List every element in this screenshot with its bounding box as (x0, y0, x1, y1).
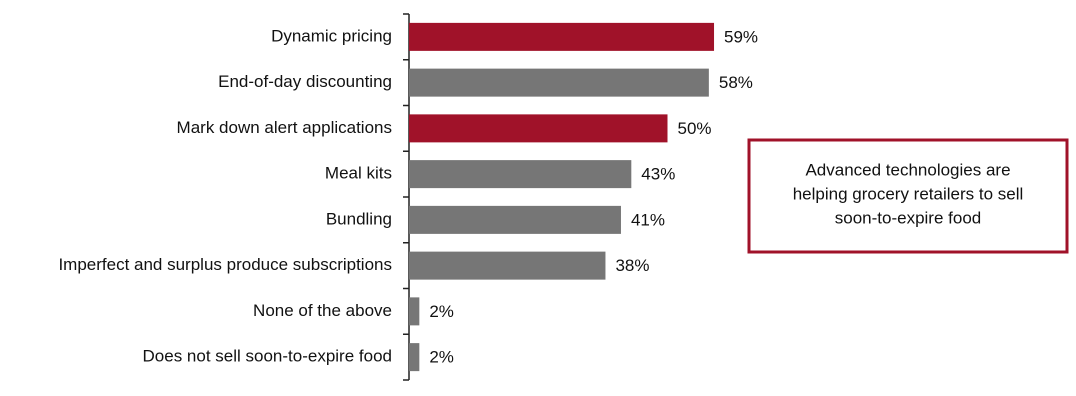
category-label: Does not sell soon-to-expire food (143, 347, 392, 366)
category-label: End-of-day discounting (218, 72, 392, 91)
value-label: 2% (429, 348, 454, 367)
category-label: Dynamic pricing (271, 26, 392, 45)
category-label: Bundling (326, 209, 392, 228)
value-label: 59% (724, 27, 758, 46)
value-label: 50% (678, 119, 712, 138)
category-label: Meal kits (325, 164, 392, 183)
bar (409, 251, 606, 280)
bar (409, 160, 632, 189)
category-label: Mark down alert applications (177, 118, 392, 137)
bar (409, 205, 621, 234)
annotation-text: soon-to-expire food (835, 208, 981, 227)
bar (409, 22, 715, 51)
value-label: 58% (719, 73, 753, 92)
category-label: Imperfect and surplus produce subscripti… (58, 255, 392, 274)
annotation-text: Advanced technologies are (805, 160, 1010, 179)
bar (409, 114, 668, 143)
bar (409, 297, 420, 326)
value-label: 2% (429, 302, 454, 321)
category-label: None of the above (253, 301, 392, 320)
value-label: 43% (641, 165, 675, 184)
annotation-text: helping grocery retailers to sell (793, 184, 1024, 203)
bar (409, 343, 420, 372)
value-label: 41% (631, 210, 665, 229)
annotation-box (747, 138, 1069, 254)
bar (409, 68, 709, 97)
value-label: 38% (615, 256, 649, 275)
